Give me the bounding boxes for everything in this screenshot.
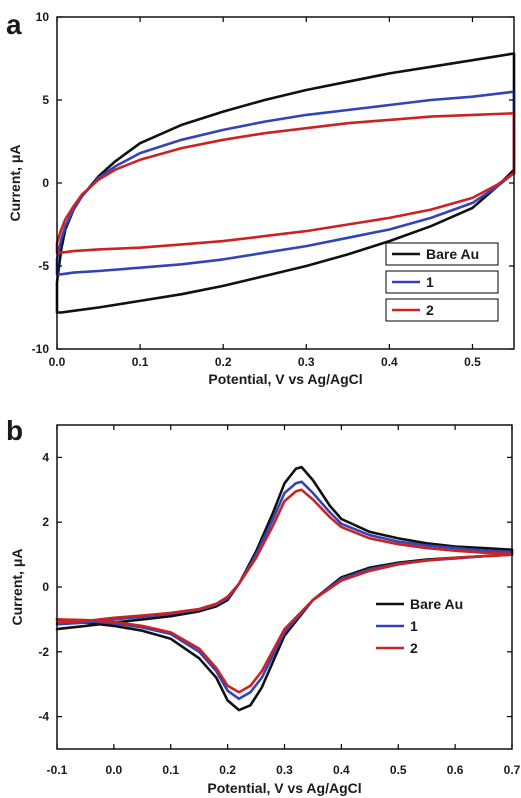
panel-a: a 0.0 0.1 0.2 0.3 0.4 0.5 10 5 0 -5 -10 Potential, V… [6,9,516,387]
legend-label-1: 1 [410,618,418,634]
legend-label-2: 2 [410,640,418,656]
y-tick-label: -4 [38,710,49,724]
x-tick-label: 0.3 [276,763,293,777]
y-axis-label: Current, μA [7,144,23,221]
x-axis-label: Potential, V vs Ag/AgCl [207,780,361,796]
legend-label-0: Bare Au [410,596,463,612]
panel-label: a [6,9,22,40]
x-tick-label: 0.2 [219,763,236,777]
legend-label-2: 2 [426,302,434,318]
legend: Bare Au 1 2 [385,242,499,322]
legend-box [385,298,499,322]
x-tick-label: 0.4 [381,355,398,369]
y-tick-label: 0 [42,580,49,594]
x-tick-label: 0.1 [132,355,149,369]
x-tick-label: 0.1 [162,763,179,777]
legend-label-1: 1 [426,274,434,290]
x-tick-label: 0.2 [215,355,232,369]
x-tick-label: 0.5 [464,355,481,369]
y-tick-label: 5 [42,93,49,107]
legend-box [385,270,499,294]
y-tick-label: 4 [42,450,49,464]
y-tick-label: -10 [32,342,50,356]
panel-label: b [6,415,23,446]
x-tick-label: 0.0 [49,355,66,369]
legend-box [385,242,499,266]
x-axis-label: Potential, V vs Ag/AgCl [208,371,362,387]
legend: Bare Au 1 2 [376,596,463,656]
series-line-1 [55,480,514,701]
y-axis-label: Current, μA [9,548,25,625]
x-tick-label: 0.3 [298,355,315,369]
y-tick-label: 10 [36,10,50,24]
y-tick-label: -2 [38,645,49,659]
series-line-2 [55,488,514,694]
y-tick-label: 2 [42,515,49,529]
y-tick-label: 0 [42,176,49,190]
panel-b: b -0.1 0.0 0.1 0.2 0.3 0.4 0.5 0.6 0.7 4 2 0 -2 -4 Pote… [6,415,521,796]
x-tick-label: 0.4 [333,763,350,777]
legend-label-0: Bare Au [426,246,479,262]
x-tick-label: -0.1 [47,763,68,777]
series-line-2 [55,112,516,254]
x-tick-label: 0.0 [106,763,123,777]
x-tick-label: 0.7 [504,763,521,777]
x-tick-label: 0.5 [390,763,407,777]
y-tick-label: -5 [38,259,49,273]
plot-frame [56,424,513,750]
x-tick-label: 0.6 [447,763,464,777]
